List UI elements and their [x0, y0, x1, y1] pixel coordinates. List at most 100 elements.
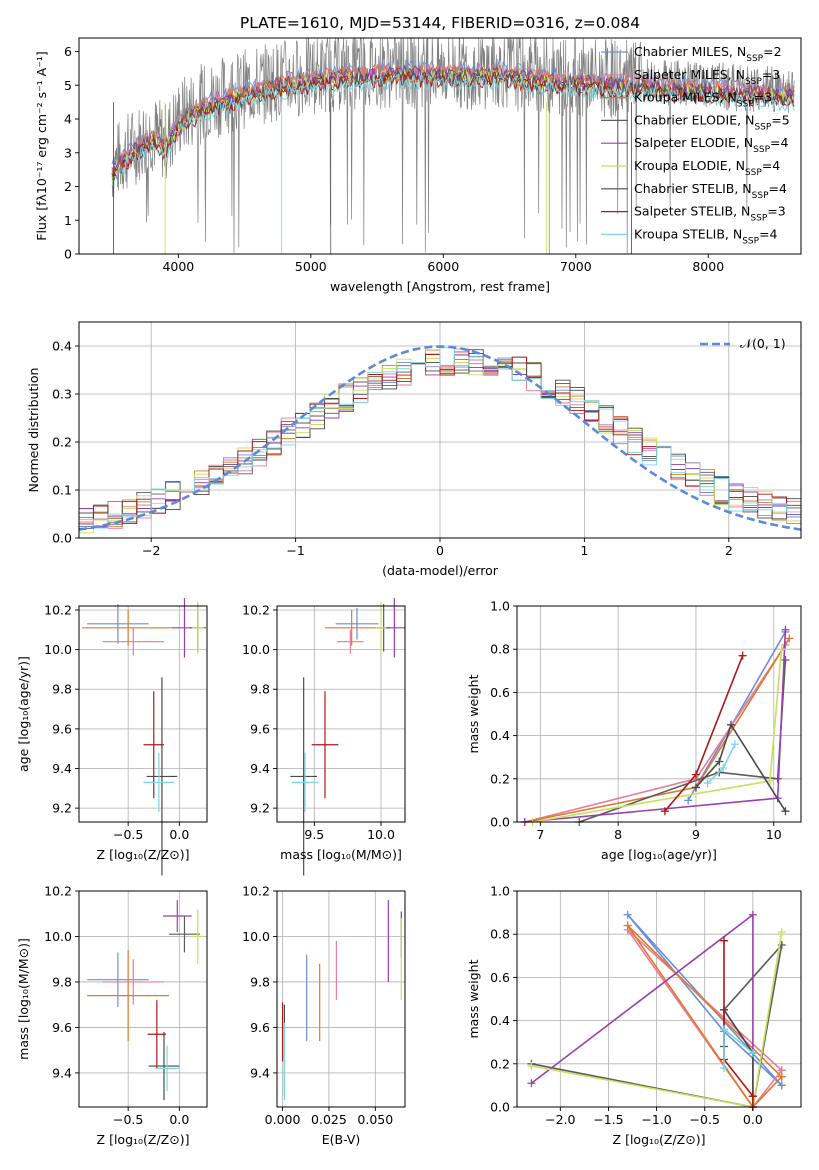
y-tick-label: 9.6	[250, 1020, 270, 1035]
y-axis-label: mass weight	[466, 674, 481, 753]
x-tick-label: 6000	[427, 259, 459, 274]
legend-label: Salpeter STELIB, NSSP=3	[634, 204, 786, 224]
mass-weight-marker	[781, 807, 790, 816]
y-tick-label: 9.4	[250, 761, 270, 776]
age-vs-metallicity-panel: −0.5 0.0 9.2 9.4 9.6 9.8 10.0 10.2 Z [log₁₀(Z/Z⊙…	[16, 598, 208, 876]
legend-label: Kroupa ELODIE, NSSP=4	[634, 158, 780, 178]
mass-weight-marker	[748, 1092, 757, 1101]
legend-label: Salpeter MILES, NSSP=3	[634, 67, 780, 87]
y-tick-label: 0.6	[490, 685, 510, 700]
legend-subscript: SSP	[745, 168, 762, 178]
x-tick-label: −1.5	[593, 1112, 623, 1127]
legend-name: Kroupa ELODIE, N	[634, 158, 745, 173]
legend-value: =4	[762, 158, 780, 173]
y-tick-label: 9.4	[52, 761, 72, 776]
legend-name: Chabrier STELIB, N	[634, 181, 752, 196]
mass-weight-marker	[691, 783, 700, 792]
legend-name: Salpeter MILES, N	[634, 67, 745, 82]
legend-value: =4	[769, 181, 787, 196]
y-tick-label: 10.0	[242, 929, 270, 944]
y-tick-label: 10.2	[242, 884, 270, 899]
y-tick-label: 0.2	[490, 771, 510, 786]
mass-weight-line	[687, 631, 787, 801]
y-axis-label: mass weight	[466, 959, 481, 1038]
y-tick-label: 10.0	[44, 929, 72, 944]
legend-subscript: SSP	[742, 236, 759, 246]
x-tick-label: 7000	[560, 259, 592, 274]
x-tick-label: 2	[725, 543, 733, 558]
mass-vs-metallicity-panel: −0.5 0.0 9.4 9.6 9.8 10.0 10.2 Z [log₁₀(Z/Z⊙)] m…	[16, 884, 208, 1147]
y-tick-label: 0.0	[490, 815, 510, 830]
y-tick-label: 0.0	[490, 1100, 510, 1115]
mass-weight-marker	[773, 774, 782, 783]
legend-subscript: SSP	[750, 214, 767, 224]
histogram-step-line	[79, 347, 801, 529]
legend-name: Chabrier ELODIE, N	[634, 112, 754, 127]
y-tick-label: 9.2	[52, 801, 72, 816]
mass-weight-line	[723, 940, 754, 1107]
x-axis-label: (data-model)/error	[382, 563, 499, 578]
legend-value: =3	[754, 90, 772, 105]
mass-weight-marker	[719, 936, 728, 945]
mass-weight-marker	[785, 634, 794, 643]
y-tick-label: 1	[64, 213, 72, 228]
x-tick-label: −0.5	[113, 827, 143, 842]
y-tick-label: 9.8	[250, 974, 270, 989]
y-tick-label: 0	[64, 247, 72, 262]
y-tick-label: 10.2	[44, 602, 72, 617]
x-tick-label: 0.000	[265, 1112, 301, 1127]
y-tick-label: 1.0	[490, 884, 510, 899]
x-tick-label: 9	[692, 827, 700, 842]
x-axis-label: age [log₁₀(age/yr)]	[601, 847, 717, 862]
x-axis-label: wavelength [Angstrom, rest frame]	[330, 279, 550, 294]
x-tick-label: 0.0	[169, 1112, 189, 1127]
legend-subscript: SSP	[752, 191, 769, 201]
age-vs-mass-panel: 9.5 10.0 9.2 9.4 9.6 9.8 10.0 10.2 mass [log₁₀(M…	[242, 598, 406, 876]
x-tick-label: 5000	[295, 259, 327, 274]
y-axis-label: mass [log₁₀(M/M⊙)]	[16, 938, 31, 1060]
legend-label: Kroupa STELIB, NSSP=4	[634, 226, 778, 246]
mass-weight-marker	[777, 645, 786, 654]
x-tick-label: 0	[436, 543, 444, 558]
mass-weight-marker	[623, 910, 632, 919]
x-tick-label: 0.0	[169, 827, 189, 842]
legend-name: Chabrier MILES, N	[634, 44, 746, 59]
x-tick-label: 8	[614, 827, 622, 842]
axes-frame	[516, 605, 802, 823]
mass-weight-marker	[719, 1064, 728, 1073]
y-tick-label: 0.4	[490, 728, 510, 743]
spectrum-panel: 4000 5000 6000 7000 8000 0 1 2 3 4 5 6 wavelength [A…	[34, 37, 802, 294]
legend-name: Salpeter ELODIE, N	[634, 135, 753, 150]
y-tick-label: 9.6	[52, 1020, 72, 1035]
mass-weight-marker	[777, 1072, 786, 1081]
x-axis-label: Z [log₁₀(Z/Z⊙)]	[97, 1132, 190, 1147]
mass-weight-vs-age-panel: 7 8 9 10 0.0 0.2 0.4 0.6 0.8 1.0 age [log₁₀(age/yr…	[466, 599, 802, 862]
mass-weight-marker	[715, 757, 724, 766]
mass-weight-marker	[691, 770, 700, 779]
legend-value: =4	[759, 226, 777, 241]
mass-weight-line	[723, 1007, 754, 1097]
legend-subscript: SSP	[745, 77, 762, 87]
y-tick-label: 9.2	[250, 801, 270, 816]
mass-weight-line	[695, 722, 787, 812]
mass-weight-line	[524, 629, 787, 823]
y-tick-label: 6	[64, 44, 72, 59]
model-spectrum-line	[111, 72, 795, 187]
mass-weight-marker	[684, 796, 693, 805]
y-tick-label: 9.4	[52, 1065, 72, 1080]
axes-frame	[78, 37, 802, 255]
mass-weight-line	[627, 925, 783, 1109]
y-tick-label: 9.4	[250, 1065, 270, 1080]
x-tick-label: 10.0	[367, 827, 395, 842]
legend-label: Chabrier MILES, NSSP=2	[634, 44, 782, 64]
y-tick-label: 5	[64, 78, 72, 93]
legend-value: =5	[771, 112, 789, 127]
y-tick-label: 0.1	[52, 483, 72, 498]
y-tick-label: 10.2	[44, 884, 72, 899]
y-tick-label: 0.6	[490, 970, 510, 985]
x-tick-label: 4000	[162, 259, 194, 274]
legend-label: Kroupa MILES, NSSP=3	[634, 90, 772, 110]
legend-value: =2	[763, 44, 781, 59]
axes-frame	[516, 890, 802, 1108]
legend-value: =3	[762, 67, 780, 82]
